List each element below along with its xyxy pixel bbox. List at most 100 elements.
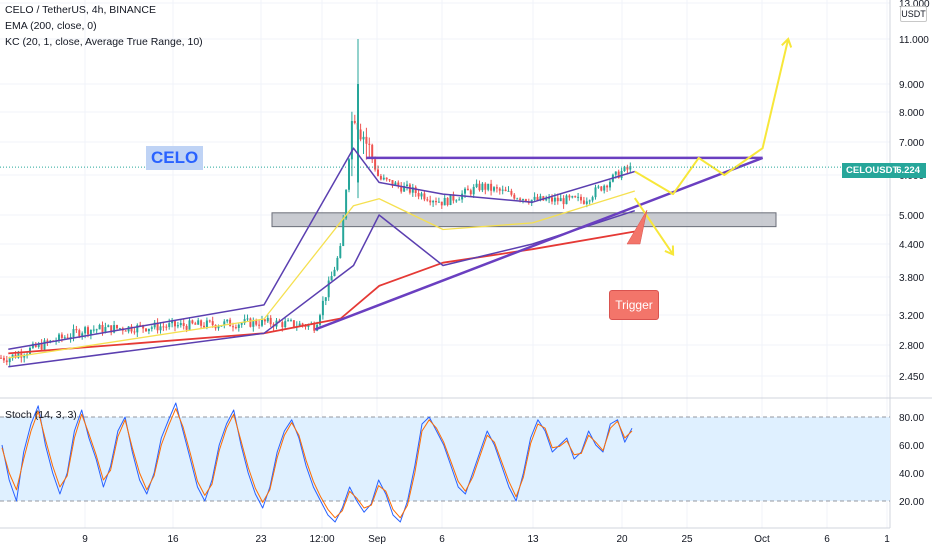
candle-body (226, 319, 229, 322)
candle-body (585, 201, 588, 204)
candle-body (582, 200, 585, 204)
candle-body (365, 136, 368, 144)
candle (414, 185, 417, 197)
candle-body (165, 326, 168, 328)
candle (490, 179, 493, 196)
price-tick-label: 11.000 (899, 35, 929, 46)
candle-body (246, 318, 249, 320)
candle (435, 197, 437, 206)
candle (252, 317, 255, 332)
candle-body (362, 136, 365, 140)
candle (385, 177, 388, 182)
candle-body (556, 197, 559, 202)
candle-body (194, 323, 197, 325)
time-tick-label: 16 (167, 534, 179, 545)
candle-body (8, 358, 11, 363)
candle-body (435, 201, 437, 203)
candle-body (350, 121, 353, 160)
candle-body (577, 196, 580, 198)
time-tick-label: 6 (439, 534, 445, 545)
candle-body (591, 197, 594, 201)
price-tick-label: 3.200 (899, 311, 924, 322)
candle-body (437, 201, 440, 203)
currency-badge[interactable]: USDT (900, 6, 927, 22)
candle (582, 196, 585, 205)
candle-body (507, 190, 510, 192)
candle (29, 346, 31, 355)
arrow-head (664, 245, 675, 257)
candle-body (101, 325, 104, 333)
candle-body (255, 320, 258, 325)
candle-body (266, 317, 269, 322)
candle (168, 318, 171, 330)
candle-body (46, 340, 49, 343)
candle-body (43, 340, 46, 350)
candle-body (258, 324, 261, 326)
candle-body (205, 320, 208, 328)
candle (420, 191, 423, 200)
candle-body (455, 200, 458, 202)
price-tick-label: 4.400 (899, 240, 924, 251)
candle-body (536, 196, 539, 201)
price-tag-value: 6.224 (896, 165, 920, 176)
kc-legend[interactable]: KC (20, 1, close, Average True Range, 10… (5, 36, 203, 48)
trigger-label[interactable]: Trigger (609, 290, 659, 320)
support-zone-box[interactable] (271, 212, 777, 228)
candle-body (568, 195, 571, 198)
candle-body (553, 197, 556, 202)
candle-body (498, 188, 501, 191)
candle-body (559, 198, 562, 202)
candle (603, 184, 606, 194)
candle (133, 327, 136, 335)
trigger-pointer[interactable] (626, 209, 648, 245)
candle-body (623, 166, 626, 172)
candle (333, 266, 336, 277)
candle (234, 324, 237, 330)
candle (487, 183, 490, 192)
candle-body (513, 194, 516, 199)
candle (124, 329, 127, 332)
candle (327, 276, 330, 301)
candle (362, 131, 365, 154)
candle-body (493, 187, 495, 191)
candle-body (371, 144, 374, 160)
stoch-legend[interactable]: Stoch (14, 3, 3) (5, 409, 77, 421)
candle-body (89, 329, 92, 335)
candle (319, 313, 321, 327)
candle-body (377, 169, 379, 176)
candle (229, 317, 232, 327)
candle-body (84, 327, 87, 334)
stoch-d-line (1, 408, 633, 519)
candle (577, 192, 580, 202)
candle-body (63, 337, 66, 339)
candle-body (263, 319, 266, 322)
candle (179, 319, 182, 328)
candle-body (333, 269, 336, 277)
candle (588, 199, 591, 205)
candle (136, 323, 139, 338)
drawings[interactable] (0, 37, 890, 331)
ema-legend[interactable]: EMA (200, close, 0) (5, 20, 97, 32)
candle-body (406, 184, 408, 186)
candle-body (600, 186, 603, 191)
candle-body (188, 320, 191, 330)
candle-body (133, 331, 136, 333)
rising-trendline[interactable] (314, 156, 764, 331)
price-tag[interactable]: CELOUSDT 6.224 (842, 163, 926, 178)
candle (379, 173, 382, 181)
support-zone[interactable] (271, 212, 777, 228)
candle (258, 320, 261, 329)
candle-body (478, 183, 481, 191)
stoch-tick-label: 20.00 (899, 497, 924, 508)
candle (226, 319, 229, 324)
candle-body (432, 201, 435, 203)
candle (37, 341, 40, 349)
candle-body (588, 200, 591, 202)
candle-body (519, 198, 522, 201)
candle-body (147, 328, 150, 332)
celo-label[interactable]: CELO (146, 146, 204, 170)
time-tick-label: 20 (616, 534, 628, 545)
price-tick-label: 7.000 (899, 138, 924, 149)
time-tick-label: 25 (681, 534, 693, 545)
candle-body (394, 182, 397, 186)
